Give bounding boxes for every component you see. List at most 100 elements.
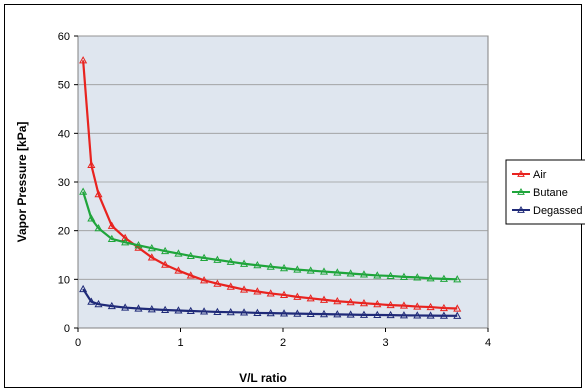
data-point-marker: [240, 259, 249, 267]
data-point-marker: [319, 295, 329, 303]
data-point-marker: [186, 271, 195, 279]
legend-label: Air: [533, 169, 547, 181]
data-point-marker: [147, 243, 156, 252]
data-point-marker: [240, 285, 249, 293]
data-point-marker: [333, 297, 342, 305]
data-point-marker: [94, 224, 103, 232]
y-tick-label: 40: [58, 128, 70, 140]
data-point-marker: [253, 260, 262, 269]
data-point-marker: [453, 304, 462, 312]
data-point-marker: [121, 238, 130, 246]
data-point-marker: [413, 302, 422, 310]
data-point-marker: [453, 275, 462, 283]
data-point-marker: [413, 273, 422, 281]
data-point-marker: [79, 56, 88, 64]
data-point-marker: [94, 189, 103, 198]
legend-item-degassed: Degassed: [512, 205, 583, 217]
y-tick-label: 10: [58, 274, 70, 286]
data-point-marker: [386, 300, 395, 309]
data-point-marker: [399, 301, 408, 309]
legend-item-air: Air: [512, 169, 547, 181]
data-point-marker: [293, 265, 302, 273]
data-point-marker: [346, 269, 355, 277]
data-point-marker: [266, 289, 275, 297]
data-point-marker: [333, 268, 342, 276]
legend-marker: [517, 205, 525, 213]
data-point-marker: [266, 262, 275, 270]
data-point-marker: [266, 308, 275, 317]
data-point-marker: [439, 311, 448, 319]
data-point-marker: [373, 271, 382, 279]
x-tick-label: 3: [382, 337, 388, 349]
y-tick-label: 0: [64, 323, 70, 335]
x-axis-ticks: 0 1 2 3 4: [75, 328, 491, 349]
data-point-marker: [213, 279, 222, 287]
data-point-marker: [386, 310, 395, 319]
data-point-marker: [186, 306, 195, 315]
data-point-marker: [359, 310, 369, 318]
data-point-marker: [399, 311, 408, 319]
data-point-marker: [147, 305, 156, 313]
data-point-marker: [386, 271, 395, 279]
x-tick-label: 1: [177, 337, 183, 349]
data-point-marker: [79, 187, 88, 195]
series-butane: [79, 187, 462, 283]
data-point-marker: [373, 299, 382, 308]
data-point-marker: [373, 310, 382, 319]
data-point-marker: [161, 246, 170, 255]
legend-marker: [517, 169, 525, 177]
data-point-marker: [134, 304, 143, 312]
data-point-marker: [319, 267, 329, 275]
data-point-marker: [333, 310, 342, 318]
data-point-marker: [213, 255, 222, 263]
data-point-marker: [200, 276, 209, 284]
data-point-marker: [107, 221, 116, 229]
data-point-marker: [293, 309, 302, 317]
data-point-marker: [306, 266, 315, 274]
data-point-marker: [134, 241, 143, 249]
data-point-marker: [399, 272, 408, 280]
data-point-marker: [240, 308, 249, 316]
data-point-marker: [186, 251, 195, 260]
data-point-marker: [226, 257, 235, 265]
series-layer: [79, 56, 462, 319]
data-point-marker: [87, 214, 96, 222]
data-point-marker: [346, 310, 355, 318]
x-tick-label: 2: [280, 337, 286, 349]
data-point-marker: [147, 253, 156, 261]
data-point-marker: [253, 308, 262, 316]
x-tick-label: 4: [485, 337, 491, 349]
legend-item-butane: Butane: [512, 187, 568, 199]
data-point-marker: [279, 290, 289, 298]
data-point-marker: [453, 311, 462, 319]
data-point-marker: [94, 299, 103, 308]
gridlines: [78, 35, 488, 280]
data-point-marker: [439, 274, 448, 282]
y-tick-label: 50: [58, 80, 70, 92]
data-point-marker: [174, 306, 183, 314]
legend-label: Degassed: [533, 205, 583, 217]
y-tick-label: 20: [58, 226, 70, 238]
data-point-marker: [200, 307, 209, 315]
data-point-marker: [359, 270, 369, 278]
data-point-marker: [306, 309, 315, 317]
x-tick-label: 0: [75, 337, 81, 349]
data-point-marker: [107, 301, 116, 310]
y-axis-ticks: 0 10 20 30 40 50 60: [58, 31, 78, 335]
data-point-marker: [279, 263, 289, 272]
data-point-marker: [226, 282, 235, 290]
data-point-marker: [319, 309, 329, 318]
data-point-marker: [426, 274, 435, 282]
data-point-marker: [279, 309, 289, 317]
data-point-marker: [426, 311, 435, 319]
data-point-marker: [79, 284, 88, 293]
data-point-marker: [253, 287, 262, 295]
y-axis-title: Vapor Pressure [kPa]: [15, 122, 29, 243]
x-axis-title: V/L ratio: [239, 371, 287, 385]
data-point-marker: [107, 234, 116, 242]
legend: Air Butane Degassed: [505, 159, 585, 225]
data-point-marker: [439, 303, 448, 312]
data-point-marker: [213, 307, 222, 315]
y-tick-label: 30: [58, 177, 70, 189]
